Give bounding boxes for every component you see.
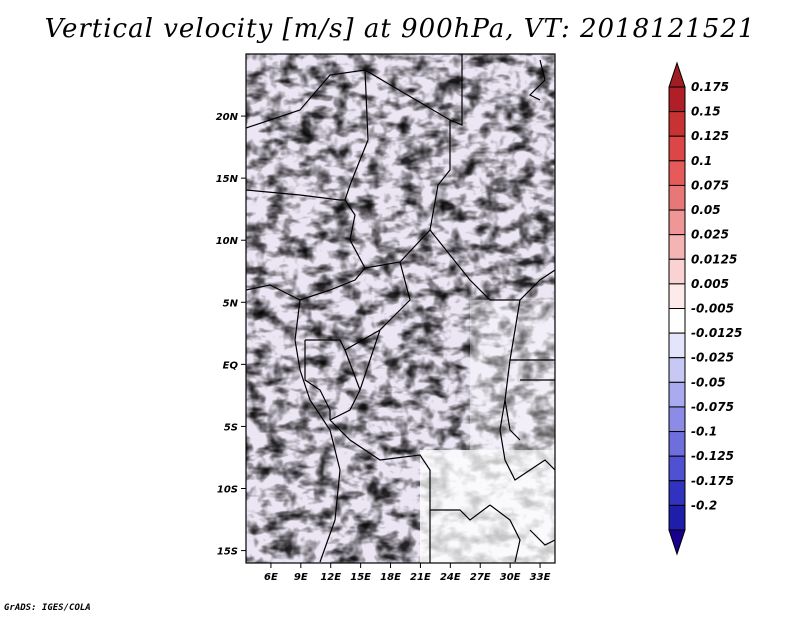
- colorbar-swatch: [668, 111, 686, 137]
- colorbar-swatch: [668, 332, 686, 359]
- colorbar-swatch: [668, 406, 686, 433]
- colorbar-label: 0.075: [691, 178, 729, 192]
- lat-label: EQ: [223, 360, 239, 371]
- longitude-axis: 6E 9E 12E 15E 18E 21E 24E 27E 30E 33E: [264, 563, 551, 583]
- colorbar-label: 0.175: [691, 80, 729, 94]
- colorbar-swatch: [668, 283, 686, 309]
- colorbar-top-arrow: [668, 61, 686, 88]
- lat-label: 15N: [216, 174, 239, 185]
- lon-label: 33E: [530, 572, 551, 583]
- colorbar-label: -0.0125: [691, 326, 742, 340]
- colorbar-swatch: [668, 357, 686, 383]
- lat-label: 10N: [216, 236, 239, 247]
- colorbar-label: -0.175: [691, 474, 734, 488]
- colorbar-swatch: [668, 431, 686, 457]
- colorbar-swatch: [668, 184, 686, 211]
- lat-label: 5N: [223, 298, 239, 309]
- colorbar-swatch: [668, 160, 686, 186]
- lat-label: 5S: [224, 422, 238, 433]
- colorbar-swatch: [668, 381, 686, 408]
- lat-label: 15S: [217, 547, 238, 558]
- colorbar-swatch: [668, 308, 686, 334]
- colorbar-swatch: [668, 480, 686, 506]
- colorbar-label: -0.1: [691, 425, 717, 439]
- colorbar-label: -0.005: [691, 302, 734, 316]
- lon-label: 27E: [470, 572, 491, 583]
- lon-label: 24E: [440, 572, 461, 583]
- colorbar-swatch: [668, 455, 686, 482]
- map-frame: [245, 53, 556, 564]
- velocity-field: [246, 54, 555, 563]
- latitude-axis: 20N 15N 10N 5N EQ 5S 10S 15S: [216, 112, 246, 558]
- country-borders: [246, 54, 555, 563]
- lon-label: 21E: [410, 572, 431, 583]
- colorbar-label: 0.025: [691, 228, 729, 242]
- lon-label: 9E: [294, 572, 308, 583]
- lon-label: 12E: [320, 572, 341, 583]
- colorbar-label: 0.1: [691, 154, 712, 168]
- lon-label: 15E: [350, 572, 371, 583]
- colorbar-label: 0.15: [691, 105, 721, 119]
- colorbar-label: -0.025: [691, 351, 734, 365]
- lon-label: 30E: [500, 572, 521, 583]
- colorbar-label: 0.125: [691, 129, 729, 143]
- lat-label: 20N: [216, 112, 239, 123]
- colorbar-label: -0.2: [691, 498, 717, 512]
- colorbar-swatch: [668, 234, 686, 260]
- colorbar-swatch: [668, 504, 686, 531]
- lat-label: 10S: [217, 485, 238, 496]
- colorbar-swatch: [668, 86, 686, 113]
- colorbar-label: -0.125: [691, 449, 734, 463]
- colorbar-bottom-arrow: [668, 529, 686, 556]
- colorbar-swatch: [668, 258, 686, 285]
- colorbar-label: 0.005: [691, 277, 729, 291]
- colorbar: 0.175 0.15 0.125 0.1 0.075 0.05 0.025 0.0125 0.0…: [668, 61, 742, 556]
- lon-label: 6E: [264, 572, 278, 583]
- colorbar-swatch: [668, 209, 686, 236]
- colorbar-label: -0.075: [691, 400, 734, 414]
- colorbar-label: 0.05: [691, 203, 721, 217]
- colorbar-swatch: [668, 135, 686, 162]
- colorbar-label: 0.0125: [691, 252, 737, 266]
- map-title: Vertical velocity [m/s] at 900hPa, VT: 2…: [44, 14, 756, 44]
- lon-label: 18E: [380, 572, 401, 583]
- colorbar-label: -0.05: [691, 375, 726, 389]
- grads-credit: GrADS: IGES/COLA: [4, 603, 91, 613]
